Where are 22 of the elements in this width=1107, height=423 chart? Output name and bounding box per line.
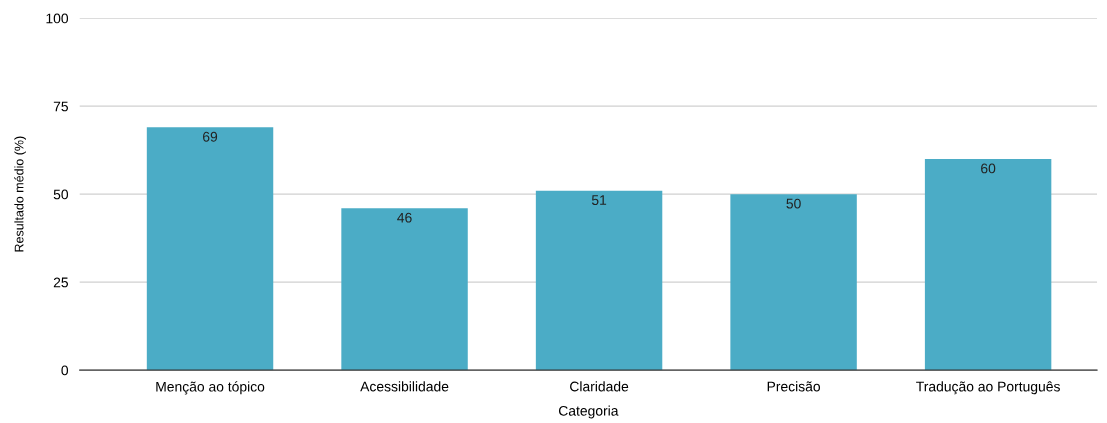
- x-tick-label: Claridade: [570, 381, 629, 392]
- bar: [535, 190, 663, 371]
- bar: [146, 127, 274, 371]
- x-tick-label: Acessibilidade: [360, 381, 449, 392]
- x-axis-title: Categoria: [558, 405, 619, 419]
- data-label: 50: [786, 198, 801, 209]
- bar: [341, 208, 468, 371]
- data-label: 69: [203, 131, 218, 142]
- data-label: 51: [591, 195, 607, 206]
- y-tick-label: 50: [53, 189, 69, 200]
- y-tick-label: 0: [61, 365, 69, 376]
- x-tick-label: Tradução ao Português: [916, 381, 1060, 395]
- y-tick-label: 25: [53, 277, 69, 288]
- x-tick-label: Menção ao tópico: [156, 381, 265, 395]
- data-label: 46: [397, 212, 412, 223]
- y-tick-label: 75: [53, 101, 69, 112]
- y-tick-label: 100: [46, 13, 69, 24]
- bar: [924, 158, 1052, 371]
- x-tick-label: Precisão: [767, 381, 821, 392]
- bar: [730, 194, 857, 371]
- y-axis-title: Resultado médio (%): [14, 136, 26, 252]
- data-label: 60: [981, 163, 996, 174]
